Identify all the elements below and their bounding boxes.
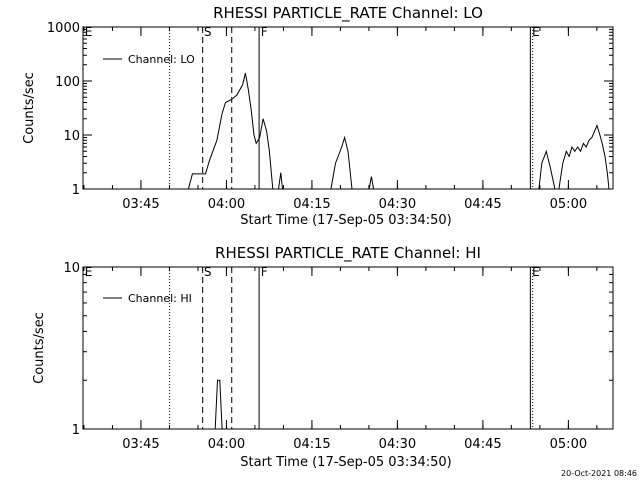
- hi-legend-label: Channel: HI: [128, 292, 192, 305]
- lo-y-tick-label: 100: [55, 75, 80, 90]
- lo-series-segment: [368, 176, 375, 190]
- hi-event-marker: E: [85, 265, 93, 279]
- lo-x-tick-label: 05:00: [550, 197, 587, 212]
- lo-event-marker: E: [532, 25, 540, 39]
- hi-y-axis-label: Counts/sec: [32, 312, 47, 384]
- lo-series-segment: [558, 124, 610, 190]
- footer-timestamp: 20-Oct-2021 08:46: [561, 469, 637, 478]
- lo-legend: Channel: LO: [103, 53, 195, 66]
- lo-series-segment: [187, 72, 274, 190]
- hi-x-tick-label: 04:15: [293, 437, 330, 452]
- lo-x-tick-label: 04:30: [379, 197, 416, 212]
- hi-series-segment: [214, 379, 223, 430]
- lo-x-axis-label: Start Time (17-Sep-05 03:34:50): [240, 213, 451, 228]
- lo-series-segment: [330, 135, 353, 190]
- hi-event-marker: F: [261, 265, 268, 279]
- hi-x-tick-label: 05:00: [550, 437, 587, 452]
- hi-x-tick-label: 04:00: [208, 437, 245, 452]
- hi-y-tick-label: 1: [72, 423, 80, 438]
- lo-x-tick-label: 03:45: [122, 197, 159, 212]
- lo-x-tick-label: 04:15: [293, 197, 330, 212]
- lo-chart-title: RHESSI PARTICLE_RATE Channel: LO: [213, 4, 483, 23]
- hi-y-tick-label: 10: [63, 261, 80, 276]
- lo-channel-panel: RHESSI PARTICLE_RATE Channel: LO Counts/…: [22, 4, 614, 228]
- hi-channel-panel: RHESSI PARTICLE_RATE Channel: HI Counts/…: [32, 244, 614, 470]
- lo-series-segment: [278, 172, 283, 190]
- lo-x-tick-label: 04:00: [208, 197, 245, 212]
- hi-plot-frame: [82, 266, 614, 430]
- hi-event-marker: E: [532, 265, 540, 279]
- lo-event-marker: F: [261, 25, 268, 39]
- lo-y-tick-label: 10: [63, 129, 80, 144]
- lo-y-tick-label: 1: [72, 183, 80, 198]
- lo-series-segment: [538, 149, 556, 190]
- lo-plot-frame: [82, 26, 614, 190]
- hi-event-marker: S: [204, 265, 212, 279]
- hi-chart-title: RHESSI PARTICLE_RATE Channel: HI: [215, 244, 481, 263]
- lo-x-tick-label: 04:45: [464, 197, 501, 212]
- hi-x-tick-label: 04:45: [464, 437, 501, 452]
- lo-y-tick-label: 1000: [47, 21, 80, 36]
- lo-event-marker: E: [85, 25, 93, 39]
- hi-legend: Channel: HI: [103, 292, 192, 305]
- lo-y-axis-label: Counts/sec: [22, 72, 37, 144]
- lo-event-marker: S: [204, 25, 212, 39]
- lo-legend-label: Channel: LO: [128, 53, 195, 66]
- hi-x-tick-label: 03:45: [122, 437, 159, 452]
- hi-x-tick-label: 04:30: [379, 437, 416, 452]
- hi-x-axis-label: Start Time (17-Sep-05 03:34:50): [240, 455, 451, 470]
